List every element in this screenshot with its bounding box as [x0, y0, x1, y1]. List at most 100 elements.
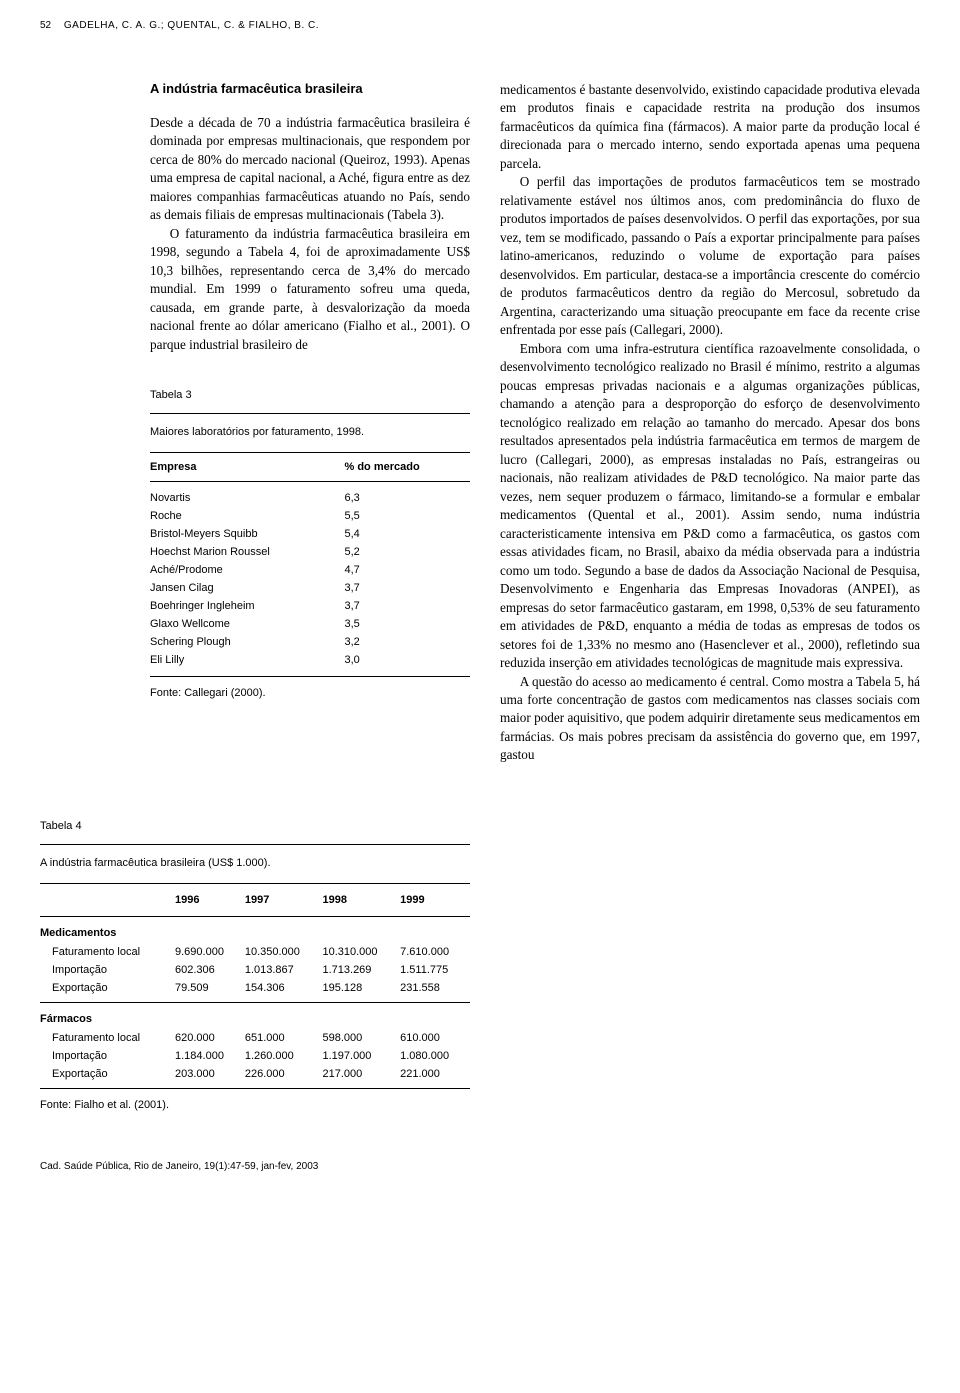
cell-value: 1.013.867: [245, 961, 323, 979]
table-row: Importação602.3061.013.8671.713.2691.511…: [40, 961, 470, 979]
cell-value: 1.511.775: [400, 961, 470, 979]
table-header: % do mercado: [345, 453, 471, 482]
table-label: Tabela 4: [40, 820, 470, 832]
cell-company: Aché/Prodome: [150, 561, 345, 579]
body-text-left: Desde a década de 70 a indústria farmacê…: [150, 114, 470, 354]
cell-value: 217.000: [322, 1065, 400, 1089]
cell-value: 231.558: [400, 979, 470, 1003]
cell-value: 602.306: [175, 961, 245, 979]
cell-share: 3,0: [345, 651, 471, 677]
cell-value: 1.713.269: [322, 961, 400, 979]
cell-value: 620.000: [175, 1029, 245, 1047]
cell-share: 3,7: [345, 579, 471, 597]
group-name: Medicamentos: [40, 916, 470, 943]
group-name: Fármacos: [40, 1002, 470, 1029]
cell-value: 1.184.000: [175, 1047, 245, 1065]
table-row: Hoechst Marion Roussel5,2: [150, 543, 470, 561]
cell-value: 195.128: [322, 979, 400, 1003]
cell-value: 154.306: [245, 979, 323, 1003]
cell-value: 7.610.000: [400, 943, 470, 961]
paragraph: medicamentos é bastante desenvolvido, ex…: [500, 81, 920, 173]
table-header: 1999: [400, 883, 470, 916]
cell-share: 5,5: [345, 507, 471, 525]
table-row: Bristol-Meyers Squibb5,4: [150, 525, 470, 543]
table-row: Faturamento local620.000651.000598.00061…: [40, 1029, 470, 1047]
section-title: A indústria farmacêutica brasileira: [150, 81, 470, 96]
cell-share: 4,7: [345, 561, 471, 579]
cell-share: 5,4: [345, 525, 471, 543]
table-source: Fonte: Callegari (2000).: [150, 687, 470, 699]
cell-company: Bristol-Meyers Squibb: [150, 525, 345, 543]
table-row: Exportação79.509154.306195.128231.558: [40, 979, 470, 1003]
table-header: 1998: [322, 883, 400, 916]
two-column-layout: A indústria farmacêutica brasileira Desd…: [40, 81, 920, 765]
cell-value: 10.310.000: [322, 943, 400, 961]
cell-company: Roche: [150, 507, 345, 525]
cell-value: 1.260.000: [245, 1047, 323, 1065]
row-label: Faturamento local: [40, 1029, 175, 1047]
cell-share: 3,7: [345, 597, 471, 615]
cell-value: 10.350.000: [245, 943, 323, 961]
table-group-row: Medicamentos: [40, 916, 470, 943]
paragraph: Desde a década de 70 a indústria farmacê…: [150, 114, 470, 225]
row-label: Exportação: [40, 1065, 175, 1089]
table-header: 1997: [245, 883, 323, 916]
paragraph: Embora com uma infra-estrutura científic…: [500, 340, 920, 673]
table-row: Faturamento local9.690.00010.350.00010.3…: [40, 943, 470, 961]
row-label: Importação: [40, 1047, 175, 1065]
table-label: Tabela 3: [150, 389, 470, 401]
cell-value: 79.509: [175, 979, 245, 1003]
table-row: Importação1.184.0001.260.0001.197.0001.0…: [40, 1047, 470, 1065]
table-row: Aché/Prodome4,7: [150, 561, 470, 579]
cell-company: Hoechst Marion Roussel: [150, 543, 345, 561]
cell-value: 203.000: [175, 1065, 245, 1089]
right-column: medicamentos é bastante desenvolvido, ex…: [500, 81, 920, 765]
cell-value: 610.000: [400, 1029, 470, 1047]
cell-company: Schering Plough: [150, 633, 345, 651]
cell-share: 3,2: [345, 633, 471, 651]
table-header: 1996: [175, 883, 245, 916]
table-row: Novartis6,3: [150, 482, 470, 508]
cell-value: 1.080.000: [400, 1047, 470, 1065]
cell-value: 226.000: [245, 1065, 323, 1089]
table-header: Empresa: [150, 453, 345, 482]
authors: GADELHA, C. A. G.; QUENTAL, C. & FIALHO,…: [64, 20, 319, 31]
cell-value: 9.690.000: [175, 943, 245, 961]
table-row: Eli Lilly3,0: [150, 651, 470, 677]
page-number: 52: [40, 20, 51, 31]
row-label: Exportação: [40, 979, 175, 1003]
cell-company: Jansen Cilag: [150, 579, 345, 597]
row-label: Faturamento local: [40, 943, 175, 961]
cell-share: 5,2: [345, 543, 471, 561]
table-3-data: Empresa % do mercado Novartis6,3Roche5,5…: [150, 452, 470, 677]
paragraph: A questão do acesso ao medicamento é cen…: [500, 673, 920, 765]
body-text-right: medicamentos é bastante desenvolvido, ex…: [500, 81, 920, 765]
cell-company: Eli Lilly: [150, 651, 345, 677]
cell-value: 598.000: [322, 1029, 400, 1047]
table-row: Exportação203.000226.000217.000221.000: [40, 1065, 470, 1089]
table-row: Glaxo Wellcome3,5: [150, 615, 470, 633]
paragraph: O faturamento da indústria farmacêutica …: [150, 225, 470, 354]
table-4-data: 1996 1997 1998 1999 MedicamentosFaturame…: [40, 883, 470, 1089]
cell-company: Boehringer Ingleheim: [150, 597, 345, 615]
page-header: 52 GADELHA, C. A. G.; QUENTAL, C. & FIAL…: [40, 20, 920, 31]
cell-company: Glaxo Wellcome: [150, 615, 345, 633]
cell-value: 1.197.000: [322, 1047, 400, 1065]
table-group-row: Fármacos: [40, 1002, 470, 1029]
left-column: A indústria farmacêutica brasileira Desd…: [40, 81, 470, 765]
table-source: Fonte: Fialho et al. (2001).: [40, 1099, 470, 1111]
paragraph: O perfil das importações de produtos far…: [500, 173, 920, 339]
table-3: Tabela 3 Maiores laboratórios por fatura…: [150, 389, 470, 699]
table-row: Roche5,5: [150, 507, 470, 525]
table-row: Jansen Cilag3,7: [150, 579, 470, 597]
cell-share: 6,3: [345, 482, 471, 508]
table-caption: A indústria farmacêutica brasileira (US$…: [40, 857, 470, 869]
row-label: Importação: [40, 961, 175, 979]
table-caption: Maiores laboratórios por faturamento, 19…: [150, 426, 470, 438]
table-row: Schering Plough3,2: [150, 633, 470, 651]
page-footer: Cad. Saúde Pública, Rio de Janeiro, 19(1…: [40, 1161, 920, 1172]
cell-share: 3,5: [345, 615, 471, 633]
table-4: Tabela 4 A indústria farmacêutica brasil…: [40, 820, 470, 1111]
table-row: Boehringer Ingleheim3,7: [150, 597, 470, 615]
cell-company: Novartis: [150, 482, 345, 508]
